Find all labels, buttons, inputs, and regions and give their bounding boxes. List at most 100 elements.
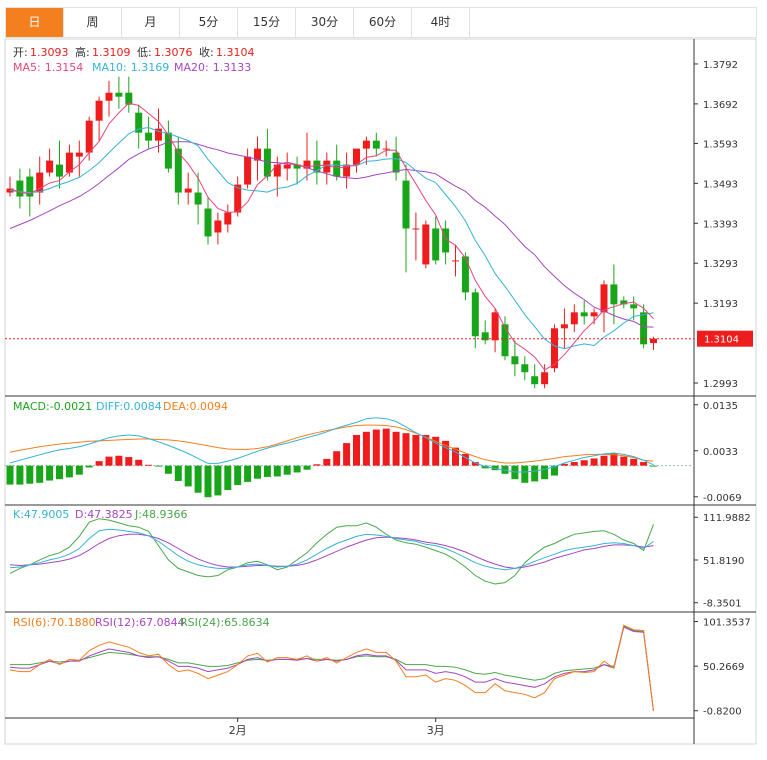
candle-body	[452, 260, 459, 262]
rsi-legend: RSI(24):65.8634	[180, 616, 270, 629]
candle-body	[16, 180, 24, 197]
candle-body	[541, 372, 549, 385]
macd-histogram-bar	[244, 465, 252, 482]
tab-4[interactable]: 15分	[238, 8, 296, 37]
candle-body	[125, 92, 133, 105]
price-axis-ticks: 1.3792 1.3692 1.3593 1.3493 1.3393 1.3293 1.31…	[694, 60, 738, 390]
tab-6[interactable]: 60分	[354, 8, 412, 37]
candle-body	[174, 148, 182, 193]
candle-body	[422, 224, 430, 265]
macd-tick-label: -0.0069	[703, 493, 742, 504]
kdj-tick-label: 51.8190	[703, 556, 744, 567]
macd-histogram-bar	[6, 465, 14, 485]
rsi-tick-label: 101.3537	[703, 618, 751, 629]
candle-body	[353, 148, 360, 165]
candle-body	[501, 324, 509, 357]
macd-histogram-bar	[650, 465, 657, 467]
candle-body	[135, 112, 143, 133]
ma-legend-label: MA10:	[92, 61, 127, 74]
macd-histogram-bar	[16, 465, 24, 485]
macd-legend-value: -0.0021	[50, 400, 92, 413]
candle-body	[254, 148, 261, 161]
macd-histogram-bar	[382, 428, 390, 466]
macd-histogram-bar	[610, 453, 618, 466]
candle-body	[650, 338, 657, 344]
candle-body	[184, 188, 192, 193]
tab-3[interactable]: 5分	[180, 8, 238, 37]
macd-histogram-bar	[26, 465, 34, 484]
macd-histogram-bar	[560, 463, 568, 466]
k-line	[9, 528, 654, 571]
macd-histogram-bar	[392, 431, 400, 466]
time-tick-label: 3月	[427, 724, 445, 737]
time-tick-label: 2月	[229, 724, 247, 737]
macd-histogram-bar	[155, 465, 162, 467]
ma-legend: MA10: 1.3169	[92, 61, 169, 74]
current-price-tag	[697, 330, 753, 347]
candle-body	[343, 164, 351, 177]
macd-histogram-bar	[303, 465, 311, 470]
macd-histogram-bar	[125, 457, 133, 466]
candle-body	[224, 212, 232, 225]
candle-body	[46, 160, 54, 173]
macd-histogram-bar	[402, 433, 410, 466]
price-tick-label: 1.3593	[703, 139, 738, 150]
candle-body	[481, 332, 489, 341]
tab-1[interactable]: 周	[64, 8, 122, 37]
ma-legend-label: MA20:	[174, 61, 209, 74]
ma10-line	[9, 126, 654, 350]
rsi-legend-label: RSI(24):	[180, 616, 224, 629]
macd-histogram-bar	[422, 434, 430, 466]
candle-body	[442, 228, 450, 253]
period-tabs: 日周月 5分 15分 30分 60分 4时	[5, 7, 757, 38]
macd-histogram-bar	[145, 464, 153, 466]
macd-histogram-bar	[471, 462, 479, 466]
candle-body	[531, 376, 539, 385]
macd-histogram-bar	[541, 465, 549, 480]
kdj-pane: 111.9882 51.8190 -8.3501	[9, 513, 751, 610]
macd-histogram-bar	[372, 429, 380, 466]
macd-histogram-bar	[105, 456, 113, 466]
tab-2[interactable]: 月	[122, 8, 180, 37]
kdj-legend-label: J:	[134, 508, 142, 521]
candle-body	[382, 148, 390, 150]
candle-body	[580, 312, 588, 317]
macd-histogram-bar	[214, 465, 222, 496]
price-tick-label: 1.3293	[703, 259, 738, 270]
rsi6-line	[9, 624, 654, 711]
candle-body	[273, 164, 281, 177]
tab-5[interactable]: 30分	[296, 8, 354, 37]
kdj-legend-label: K:	[13, 508, 24, 521]
ma-legend-value: 1.3169	[131, 61, 170, 74]
candle-body	[283, 164, 291, 169]
rsi-tick-label: -0.8200	[703, 707, 742, 718]
macd-histogram-bar	[204, 465, 212, 498]
ohlc-value: 1.3109	[92, 46, 131, 59]
rsi-legend: RSI(12):67.0844	[95, 616, 185, 629]
candle-body	[164, 132, 172, 169]
macd-histogram-bar	[65, 465, 73, 478]
ohlc-label: 高:	[75, 45, 90, 59]
macd-histogram-bar	[333, 451, 341, 466]
macd-tick-label: 0.0033	[703, 447, 738, 458]
rsi-legend-value: 65.8634	[224, 616, 270, 629]
macd-histogram-bar	[293, 465, 301, 473]
price-tick-label: 1.3493	[703, 179, 738, 190]
macd-pane: 0.0135 0.0033 -0.0069	[5, 401, 742, 504]
tab-7[interactable]: 4时	[412, 8, 470, 37]
current-price-label: 1.3104	[704, 335, 739, 346]
rsi-legend-label: RSI(6):	[13, 616, 50, 629]
macd-histogram-bar	[630, 458, 638, 466]
tab-0[interactable]: 日	[6, 8, 64, 37]
ma20-line	[9, 141, 654, 328]
time-axis-labels: 2月 3月	[229, 718, 445, 737]
macd-legend: DIFF:0.0084	[96, 400, 162, 413]
candle-body	[145, 132, 153, 141]
macd-histogram-bar	[313, 464, 321, 466]
macd-histogram-bar	[600, 455, 608, 466]
kdj-legend-value: 48.9366	[142, 508, 188, 521]
price-tick-label: 1.3193	[703, 299, 738, 310]
macd-histogram-bar	[135, 459, 143, 466]
macd-histogram-bar	[164, 465, 172, 474]
